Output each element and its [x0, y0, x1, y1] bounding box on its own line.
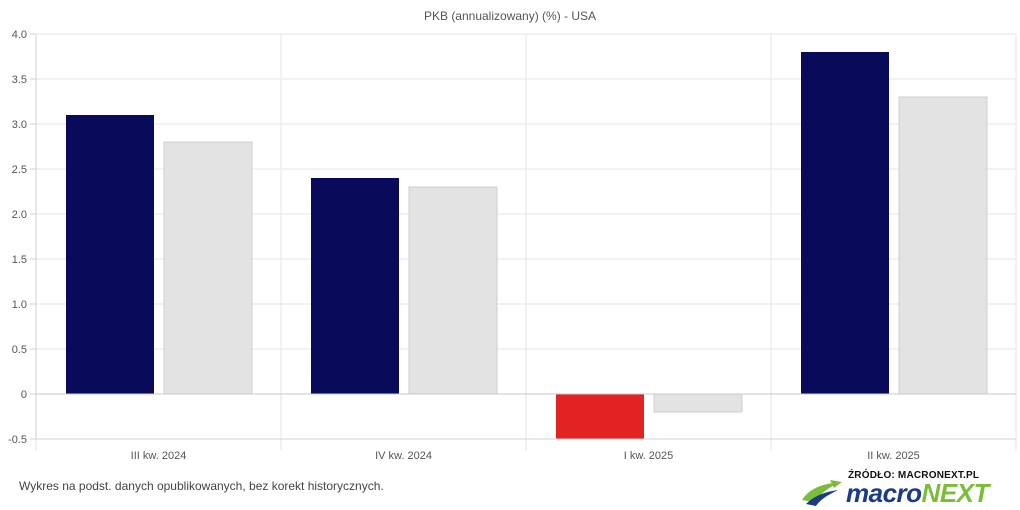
bar-secondary-2 [408, 186, 498, 395]
x-tick-label: II kw. 2025 [867, 450, 920, 462]
y-tick-label: 2.0 [12, 209, 27, 221]
bar-chart: PKB (annualizowany) (%) - USA -0.5 0 0.5 1.… [8, 9, 1017, 462]
macronext-logo-icon [802, 480, 842, 506]
x-tick-label: III kw. 2024 [131, 450, 187, 462]
y-tick-label: 1.5 [12, 254, 27, 266]
chart-title: PKB (annualizowany) (%) - USA [424, 9, 596, 23]
y-tick-label: 1.0 [12, 299, 27, 311]
bar-actual-3 [556, 394, 644, 439]
bar-actual-1 [66, 115, 154, 394]
y-axis-ticks: -0.5 0 0.5 1.0 1.5 2.0 2.5 3.0 3.5 4.0 [8, 29, 27, 446]
bar-secondary-4 [898, 96, 988, 395]
y-tick-label: 3.5 [12, 74, 27, 86]
bars [66, 52, 988, 439]
x-tick-label: IV kw. 2024 [375, 450, 432, 462]
y-tick-label: 4.0 [12, 29, 27, 41]
bar-secondary-1 [163, 141, 253, 395]
bar-actual-4 [801, 52, 889, 394]
brand[interactable]: ŹRÓDŁO: MACRONEXT.PL macroNEXT [800, 470, 1000, 506]
y-tick-label: 2.5 [12, 164, 27, 176]
footnote: Wykres na podst. danych opublikowanych, … [19, 479, 384, 493]
y-tick-label: 0.5 [12, 344, 27, 356]
bar-actual-2 [311, 178, 399, 394]
logo-next: NEXT [921, 478, 990, 508]
y-tick-label: -0.5 [8, 434, 27, 446]
axes [30, 33, 1016, 440]
x-tick-label: I kw. 2025 [624, 450, 674, 462]
x-axis-ticks: III kw. 2024 IV kw. 2024 I kw. 2025 II kw. … [131, 450, 920, 462]
logo-macro: macro [846, 478, 922, 508]
y-tick-label: 0 [21, 389, 27, 401]
bar-secondary-3 [653, 393, 743, 413]
source-label: ŹRÓDŁO: MACRONEXT.PL [848, 470, 980, 481]
y-tick-label: 3.0 [12, 119, 27, 131]
macronext-logo: macroNEXT [846, 480, 989, 506]
